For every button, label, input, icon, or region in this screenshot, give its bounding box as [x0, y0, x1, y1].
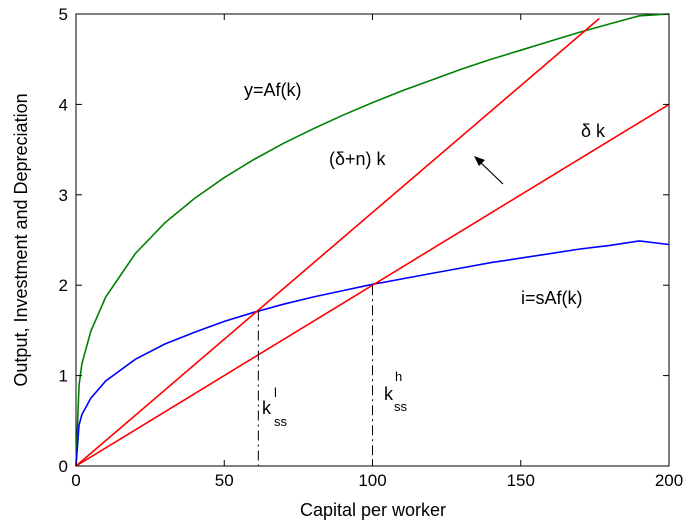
investment-curve-label: i=sAf(k)	[521, 288, 583, 308]
k-high-steady-state-label: k h ss	[384, 369, 408, 414]
x-axis-label: Capital per worker	[300, 500, 446, 520]
x-tick-label: 100	[358, 471, 386, 490]
svg-text:k: k	[262, 398, 272, 418]
annotation-layer: y=Af(k) i=sAf(k) δ k (δ+n) k k l ss k h …	[244, 80, 606, 429]
plot-area	[75, 13, 670, 467]
k-low-main: k	[262, 398, 272, 418]
y-tick-label: 1	[59, 367, 68, 386]
output-curve-label: y=Af(k)	[244, 80, 302, 100]
y-tick-label: 4	[59, 95, 68, 114]
y-tick-label: 2	[59, 276, 68, 295]
y-tick-label: 3	[59, 186, 68, 205]
k-low-sup: l	[274, 385, 277, 400]
shift-arrow-icon	[474, 156, 504, 185]
series-line-y-af-k-	[75, 13, 670, 467]
effective-depreciation-line-label: (δ+n) k	[329, 149, 387, 169]
k-high-sup: h	[395, 369, 402, 384]
x-tick-label: 50	[215, 471, 234, 490]
svg-text:k: k	[384, 384, 394, 404]
series-line--n-k	[75, 17, 600, 467]
k-low-sub: ss	[274, 414, 288, 429]
x-tick-label: 200	[655, 471, 683, 490]
plot-frame	[75, 13, 670, 467]
ticks-layer: 0 50 100 150 200 0 1 2 3 4 5	[59, 5, 684, 490]
y-tick-label: 5	[59, 5, 68, 24]
k-high-main: k	[384, 384, 394, 404]
k-low-steady-state-label: k l ss	[262, 385, 288, 429]
x-tick-label: 0	[71, 471, 80, 490]
series-layer	[75, 13, 670, 467]
k-high-sub: ss	[394, 399, 408, 414]
y-axis-label: Output, Investment and Depreciation	[11, 93, 31, 386]
series-line-i-saf-k-	[75, 240, 670, 467]
x-tick-label: 150	[507, 471, 535, 490]
depreciation-line-label: δ k	[581, 121, 606, 141]
y-tick-label: 0	[59, 457, 68, 476]
